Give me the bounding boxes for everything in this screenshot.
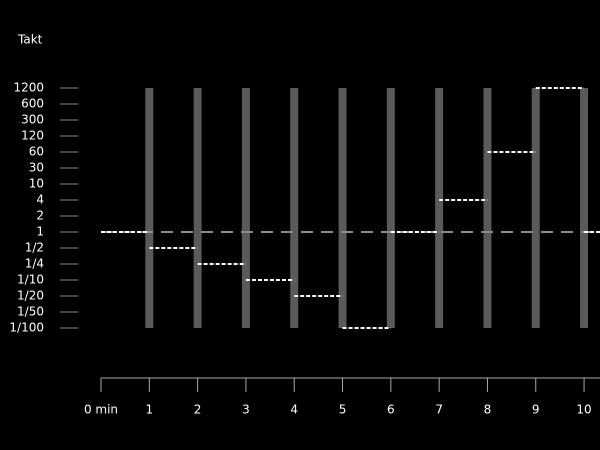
y-tick-label: 4 — [36, 193, 44, 207]
x-tick-label: 10 — [576, 403, 591, 417]
y-tick-label: 1/4 — [25, 257, 44, 271]
x-tick-label: 2 — [194, 403, 202, 417]
minute-bar — [241, 88, 250, 328]
x-tick-label: 8 — [484, 403, 492, 417]
minute-bar — [386, 88, 395, 328]
y-tick-label: 1/50 — [17, 305, 44, 319]
minute-bar — [435, 88, 444, 328]
x-tick-label: 4 — [290, 403, 298, 417]
y-tick-label: 1/100 — [9, 321, 44, 335]
x-tick-label: 0 min — [84, 403, 118, 417]
y-tick-label: 120 — [21, 129, 44, 143]
y-tick-label: 2 — [36, 209, 44, 223]
x-tick-label: 1 — [145, 403, 153, 417]
y-tick-label: 1 — [36, 225, 44, 239]
minute-bar — [483, 88, 492, 328]
y-tick-label: 300 — [21, 113, 44, 127]
x-tick-label: 6 — [387, 403, 395, 417]
minute-bar — [193, 88, 202, 328]
y-tick-label: 1/20 — [17, 289, 44, 303]
y-tick-label: 1200 — [13, 81, 44, 95]
y-tick-label: 1/2 — [25, 241, 44, 255]
x-tick-label: 9 — [532, 403, 540, 417]
minute-bar — [290, 88, 299, 328]
y-tick-label: 10 — [29, 177, 44, 191]
minute-bar — [338, 88, 347, 328]
y-axis-title: Takt — [17, 33, 43, 47]
x-tick-label: 7 — [435, 403, 443, 417]
y-tick-label: 30 — [29, 161, 44, 175]
minute-bar — [531, 88, 540, 328]
y-tick-label: 60 — [29, 145, 44, 159]
x-tick-label: 3 — [242, 403, 250, 417]
y-tick-label: 1/10 — [17, 273, 44, 287]
y-tick-label: 600 — [21, 97, 44, 111]
x-tick-label: 5 — [339, 403, 347, 417]
minute-bar — [580, 88, 589, 328]
minute-bar — [145, 88, 154, 328]
